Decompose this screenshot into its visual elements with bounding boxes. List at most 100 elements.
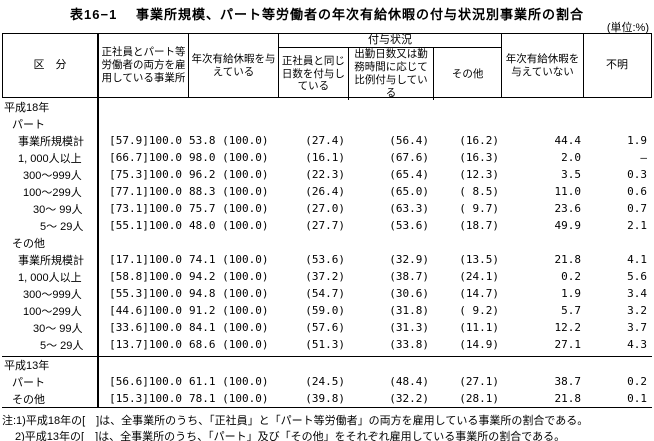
row-label: 30〜 99人 (2, 319, 99, 336)
cell-c6: 3.5 (561, 168, 581, 181)
table-body: 平成18年 パート事業所規模計 [57.9]100.0 53.8 (100.0) (27… (2, 98, 652, 408)
row-label: 300〜999人 (2, 285, 99, 302)
cell-c6: 12.2 (554, 321, 582, 334)
cell-c5: (16.2) (459, 134, 499, 147)
cell-c2: 78.1 (100.0) (189, 392, 269, 405)
cell-c4: (32.9) (389, 253, 429, 266)
header-granting-leave: 年次有給休暇を与えている (189, 34, 279, 97)
cell-c7: 4.1 (627, 253, 647, 266)
table-row: 1, 000人以上 [58.8]100.0 94.2 (100.0) (37.2) (3… (2, 268, 652, 285)
cell-c1: [73.1]100.0 (109, 202, 182, 215)
section-spacer-row (2, 353, 652, 356)
row-label: 1, 000人以上 (2, 268, 99, 285)
cell-c5: ( 8.5) (459, 185, 499, 198)
cell-c4: (38.7) (389, 270, 429, 283)
cell-c2: 94.2 (100.0) (189, 270, 269, 283)
cell-c3: (51.3) (305, 338, 345, 351)
table-row: その他 (2, 234, 652, 251)
table-row: 30〜 99人 [33.6]100.0 84.1 (100.0) (57.6) (31.… (2, 319, 652, 336)
header-other: その他 (451, 67, 484, 80)
cell-c7: — (640, 151, 647, 164)
cell-c1: [55.3]100.0 (109, 287, 182, 300)
cell-c2: 48.0 (100.0) (189, 219, 269, 232)
page-title: 表16−1 事業所規模、パート等労働者の年次有給休暇の付与状況別事業所の割合 (70, 7, 584, 22)
cell-c1: [13.7]100.0 (109, 338, 182, 351)
row-label: 1, 000人以上 (2, 149, 99, 166)
cell-c3: (22.3) (305, 168, 345, 181)
table-row: その他 [15.3]100.0 78.1 (100.0) (39.8) (32.2) (2… (2, 390, 652, 407)
cell-c5: (24.1) (459, 270, 499, 283)
cell-c3: (27.4) (305, 134, 345, 147)
cell-c4: (31.3) (389, 321, 429, 334)
cell-c1: [75.3]100.0 (109, 168, 182, 181)
row-label: その他 (2, 234, 99, 251)
cell-c6: 0.2 (561, 270, 581, 283)
table-row: 5〜 29人 [13.7]100.0 68.6 (100.0) (51.3) (33.8… (2, 336, 652, 353)
table-row: パート (2, 115, 652, 132)
cell-c6: 5.7 (561, 304, 581, 317)
cell-c5: (18.7) (459, 219, 499, 232)
header-proportional: 出勤日数又は勤務時間に応じて比例付与している (349, 48, 435, 100)
cell-c1: [17.1]100.0 (109, 253, 182, 266)
cell-c4: (56.4) (389, 134, 429, 147)
cell-c6: 1.9 (561, 287, 581, 300)
row-label: 30〜 99人 (2, 200, 99, 217)
cell-c1: [77.1]100.0 (109, 185, 182, 198)
row-label: 平成13年 (2, 357, 99, 373)
footnotes: 注:1)平成18年の[ ]は、全事業所のうち、「正社員」と「パート等労働者」の両… (2, 413, 588, 441)
table-row: パート [56.6]100.0 61.1 (100.0) (24.5) (48.4) (2… (2, 373, 652, 390)
cell-c5: (11.1) (459, 321, 499, 334)
footnote-2: 2)平成13年の[ ]は、全事業所のうち、「パート」及び「その他」をそれぞれ雇用… (15, 431, 566, 441)
cell-c2: 74.1 (100.0) (189, 253, 269, 266)
cell-c4: (33.8) (389, 338, 429, 351)
header-same-days: 正社員と同じ日数を付与している (279, 48, 349, 100)
header-grant-status-subcolumns: 正社員と同じ日数を付与している 出勤日数又は勤務時間に応じて比例付与している そ… (279, 48, 501, 100)
cell-c1: [66.7]100.0 (109, 151, 182, 164)
header-grant-status-group: 付与状況 正社員と同じ日数を付与している 出勤日数又は勤務時間に応じて比例付与し… (279, 34, 502, 100)
cell-c7: 0.3 (627, 168, 647, 181)
cell-c2: 53.8 (100.0) (189, 134, 269, 147)
table-row: 事業所規模計 [57.9]100.0 53.8 (100.0) (27.4) (56.4… (2, 132, 652, 149)
cell-c2: 94.8 (100.0) (189, 287, 269, 300)
cell-c3: (27.7) (305, 219, 345, 232)
cell-c7: 1.9 (627, 134, 647, 147)
cell-c2: 61.1 (100.0) (189, 375, 269, 388)
header-not-granting: 年次有給休暇を与えていない (502, 34, 584, 97)
cell-c4: (53.6) (389, 219, 429, 232)
cell-c2: 68.6 (100.0) (189, 338, 269, 351)
cell-c6: 11.0 (554, 185, 582, 198)
row-label: 事業所規模計 (2, 251, 99, 268)
footnote-1: 注:1)平成18年の[ ]は、全事業所のうち、「正社員」と「パート等労働者」の両… (2, 415, 589, 427)
table-row: 5〜 29人 [55.1]100.0 48.0 (100.0) (27.7) (53.6… (2, 217, 652, 234)
cell-c4: (65.0) (389, 185, 429, 198)
row-label: 平成18年 (2, 98, 99, 115)
cell-c1: [58.8]100.0 (109, 270, 182, 283)
cell-c5: ( 9.2) (459, 304, 499, 317)
cell-c3: (37.2) (305, 270, 345, 283)
cell-c6: 27.1 (554, 338, 582, 351)
row-label: 100〜299人 (2, 183, 99, 200)
cell-c3: (26.4) (305, 185, 345, 198)
cell-c1: [15.3]100.0 (109, 392, 182, 405)
cell-c6: 44.4 (554, 134, 582, 147)
cell-c7: 2.1 (627, 219, 647, 232)
cell-c3: (57.6) (305, 321, 345, 334)
cell-c4: (63.3) (389, 202, 429, 215)
cell-c2: 91.2 (100.0) (189, 304, 269, 317)
cell-c1: [33.6]100.0 (109, 321, 182, 334)
cell-c7: 0.2 (627, 375, 647, 388)
row-label: 100〜299人 (2, 302, 99, 319)
cell-c4: (31.8) (389, 304, 429, 317)
header-employing-both: 正社員とパート等労働者の両方を雇用している事業所 (99, 34, 189, 97)
cell-c3: (39.8) (305, 392, 345, 405)
cell-c1: [57.9]100.0 (109, 134, 182, 147)
cell-c7: 4.3 (627, 338, 647, 351)
cell-c2: 98.0 (100.0) (189, 151, 269, 164)
cell-c5: ( 9.7) (459, 202, 499, 215)
cell-c5: (27.1) (459, 375, 499, 388)
cell-c1: [55.1]100.0 (109, 219, 182, 232)
cell-c3: (54.7) (305, 287, 345, 300)
cell-c2: 96.2 (100.0) (189, 168, 269, 181)
row-label: パート (2, 115, 99, 132)
